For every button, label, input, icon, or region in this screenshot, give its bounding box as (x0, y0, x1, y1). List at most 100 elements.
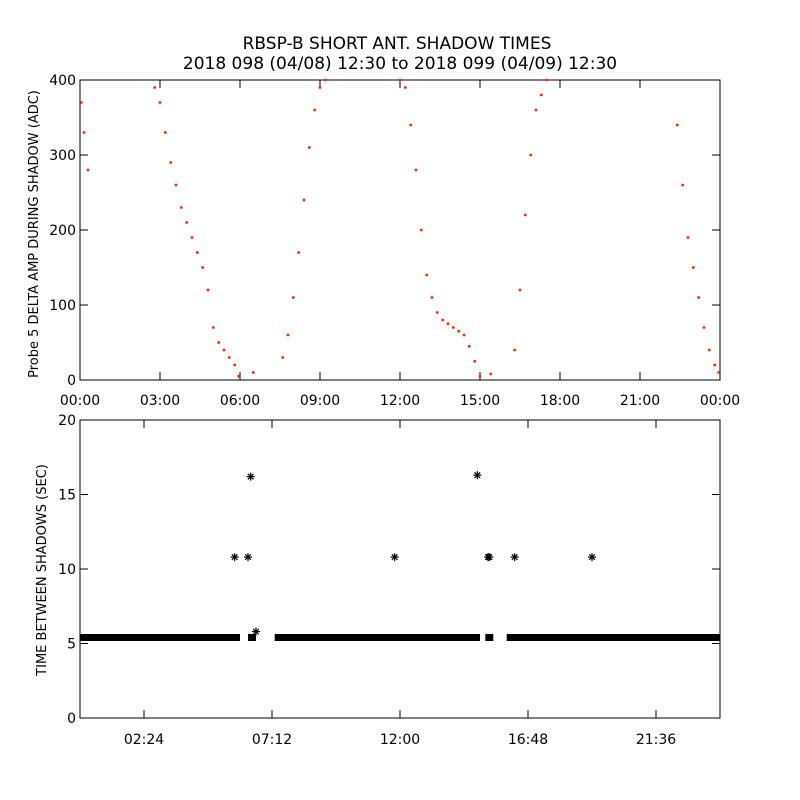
lower-data-point (246, 472, 255, 481)
lower-data-point (230, 553, 239, 562)
upper-x-tick-label: 12:00 (380, 393, 420, 409)
upper-data-point (681, 183, 685, 187)
lower-y-tick-label: 15 (58, 488, 76, 504)
upper-data-point (251, 371, 255, 374)
upper-y-tick-label: 200 (49, 223, 76, 239)
upper-data-point (195, 251, 199, 254)
upper-data-point (523, 213, 527, 217)
upper-y-tick-label: 300 (49, 148, 76, 164)
lower-y-tick-label: 5 (67, 637, 76, 653)
upper-data-point (446, 322, 450, 326)
lower-data-point (510, 553, 519, 562)
upper-data-point (302, 198, 306, 202)
upper-data-point (675, 123, 679, 127)
upper-data-point (286, 333, 290, 337)
lower-x-tick-label: 02:24 (124, 732, 164, 748)
upper-data-point (425, 273, 429, 277)
upper-data-point (713, 363, 717, 367)
baseline-segment (274, 634, 480, 641)
upper-data-point (233, 363, 237, 367)
upper-data-point (163, 131, 167, 134)
lower-x-tick-label: 12:00 (380, 732, 420, 748)
upper-data-point (222, 348, 226, 352)
upper-data-point (318, 86, 322, 89)
upper-data-point (398, 78, 402, 82)
upper-data-point (707, 348, 711, 352)
lower-plot-frame (79, 419, 721, 719)
upper-x-tick-label: 15:00 (460, 393, 500, 409)
upper-data-point (467, 344, 471, 348)
upper-data-point (691, 266, 695, 269)
upper-data-point (403, 86, 407, 89)
upper-data-point (518, 288, 522, 292)
upper-data-point (717, 371, 721, 374)
upper-data-point (489, 372, 493, 376)
lower-plot: TIME BETWEEN SHADOWS (SEC) 02:24 07:12 12:… (35, 413, 721, 748)
upper-data-point (79, 101, 83, 104)
upper-data-point (697, 296, 701, 299)
upper-y-axis-label: Probe 5 DELTA AMP DURING SHADOW (ADC) (27, 90, 42, 378)
upper-data-point (158, 101, 162, 104)
lower-data-point (473, 471, 482, 480)
upper-data-point (307, 146, 311, 149)
upper-data-point (82, 131, 86, 134)
upper-data-point (513, 348, 517, 352)
lower-x-tick-label: 21:36 (636, 732, 676, 748)
upper-data-point (419, 228, 423, 232)
upper-data-point (86, 168, 90, 172)
baseline-segment (80, 634, 240, 641)
upper-data-point (451, 326, 455, 329)
upper-data-point (457, 329, 461, 333)
upper-x-tick-label: 18:00 (540, 393, 580, 409)
lower-data-point (485, 553, 494, 562)
upper-data-point (409, 123, 413, 127)
upper-data-point (185, 221, 189, 224)
upper-data-point (153, 86, 157, 89)
upper-data-point (534, 108, 538, 112)
lower-data-point (588, 553, 596, 562)
upper-data-point (217, 341, 221, 344)
upper-data-point (529, 153, 533, 157)
upper-data-point (297, 251, 301, 254)
upper-data-point (430, 296, 434, 299)
upper-data-point (179, 206, 183, 209)
upper-x-tick-label: 06:00 (220, 393, 260, 409)
upper-x-tick-label: 21:00 (620, 393, 660, 409)
lower-x-tick-label: 07:12 (252, 732, 292, 748)
upper-data-point (414, 168, 418, 172)
lower-data-point (244, 553, 252, 562)
lower-data-point (252, 627, 260, 636)
upper-x-tick-label: 03:00 (140, 393, 180, 409)
chart-subtitle: 2018 098 (04/08) 12:30 to 2018 099 (04/0… (183, 54, 617, 74)
lower-y-axis-label: TIME BETWEEN SHADOWS (SEC) (35, 464, 50, 677)
upper-x-tick-label: 00:00 (60, 393, 100, 409)
upper-x-tick-label: 00:00 (700, 393, 740, 409)
upper-data-point (174, 183, 178, 187)
upper-data-point (478, 374, 482, 378)
upper-x-tick-label: 09:00 (300, 393, 340, 409)
upper-plot: Probe 5 DELTA AMP DURING SHADOW (ADC) 00… (27, 73, 740, 409)
upper-data-point (211, 326, 215, 329)
upper-data-point (237, 374, 241, 378)
baseline-segment (506, 634, 720, 641)
upper-y-tick-label: 100 (49, 298, 76, 314)
upper-data-point (190, 236, 194, 239)
baseline-segment (485, 634, 494, 641)
upper-y-tick-label: 0 (67, 373, 76, 389)
upper-data-point (206, 288, 210, 292)
upper-data-point (702, 326, 706, 329)
baseline-segment (248, 634, 256, 641)
lower-y-tick-label: 0 (67, 711, 76, 727)
upper-data-point (545, 78, 549, 82)
lower-data-point (390, 553, 399, 562)
lower-y-tick-label: 20 (58, 413, 76, 429)
upper-data-point (227, 356, 231, 359)
upper-data-point (201, 266, 205, 269)
upper-data-point (441, 318, 445, 322)
upper-data-point (291, 296, 295, 299)
upper-data-point (462, 333, 466, 337)
upper-data-point (313, 108, 317, 112)
upper-data-point (686, 236, 690, 239)
upper-y-tick-label: 400 (49, 73, 76, 89)
